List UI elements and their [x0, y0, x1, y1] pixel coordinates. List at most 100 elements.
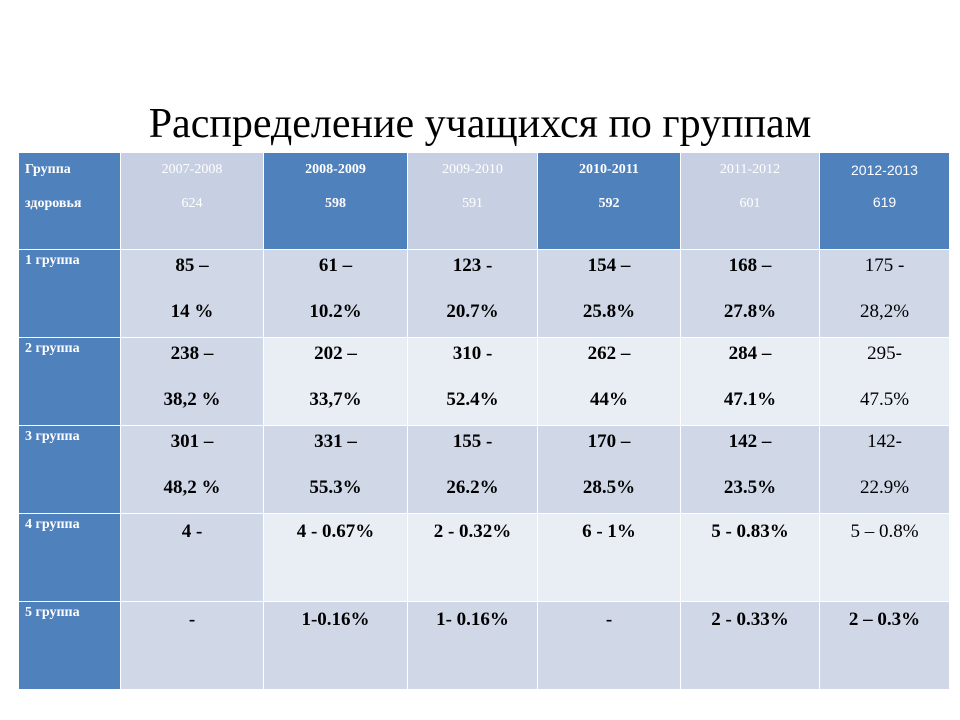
group-label: 5 группа	[25, 605, 80, 620]
value-cell: 310 - 52.4%	[407, 337, 538, 426]
value-cell: 238 – 38,2 %	[120, 337, 264, 426]
group-label-cell: 2 группа	[18, 337, 121, 426]
value-cell: 5 – 0.8%	[819, 513, 950, 602]
value-cell: 4 -	[120, 513, 264, 602]
table-row: 1 группа 85 – 14 % 61 – 10.2% 123 - 20.7% 154 –…	[18, 249, 950, 338]
value-line1: 310 -	[452, 343, 493, 364]
value-line1: 4 -	[181, 521, 203, 542]
value-line2: 47.5%	[859, 389, 910, 410]
value-line2: 26.2%	[446, 477, 499, 498]
value-cell: 175 - 28,2%	[819, 249, 950, 338]
value-line1: 4 - 0.67%	[296, 521, 375, 542]
value-cell: 2 - 0.33%	[680, 601, 820, 690]
value-line2: 25.8%	[582, 301, 636, 322]
year-header-cell: 2011-2012 601	[680, 152, 820, 250]
year-label: 2012-2013	[851, 162, 918, 178]
value-line2: 28,2%	[859, 301, 910, 322]
year-count: 601	[739, 196, 761, 211]
group-label-cell: 3 группа	[18, 425, 121, 514]
value-cell: 154 – 25.8%	[537, 249, 681, 338]
value-cell: 168 – 27.8%	[680, 249, 820, 338]
value-cell: 5 - 0.83%	[680, 513, 820, 602]
value-line2: 10.2%	[309, 301, 362, 322]
value-line1: 295-	[867, 343, 902, 364]
value-line1: 2 - 0.32%	[433, 521, 512, 542]
value-cell: 284 – 47.1%	[680, 337, 820, 426]
group-label-cell: 1 группа	[18, 249, 121, 338]
value-line1: 154 –	[587, 255, 631, 276]
table-row: 5 группа - 1-0.16% 1- 0.16% - 2 - 0.33% 2 – 0.…	[18, 601, 950, 690]
value-line2: 33,7%	[309, 389, 362, 410]
corner-label-line1: Группа	[25, 162, 71, 177]
value-cell: 1-0.16%	[263, 601, 408, 690]
year-header-cell: 2008-2009 598	[263, 152, 408, 250]
value-line1: 85 –	[175, 255, 209, 276]
value-cell: 301 – 48,2 %	[120, 425, 264, 514]
value-line1: 238 –	[170, 343, 214, 364]
value-cell: 85 – 14 %	[120, 249, 264, 338]
value-line1: 1- 0.16%	[436, 609, 509, 630]
value-cell: 295- 47.5%	[819, 337, 950, 426]
value-line2: 48,2 %	[163, 477, 221, 498]
value-line2: 23.5%	[723, 477, 777, 498]
value-line1: 168 –	[728, 255, 772, 276]
value-line1: 331 –	[314, 431, 357, 452]
value-line1: 170 –	[587, 431, 631, 452]
group-label: 1 группа	[25, 253, 80, 268]
value-cell: 6 - 1%	[537, 513, 681, 602]
value-line1: 301 –	[170, 431, 214, 452]
value-line2: 44%	[590, 389, 628, 410]
value-line1: 155 -	[452, 431, 493, 452]
group-label: 3 группа	[25, 429, 80, 444]
year-count: 591	[462, 196, 483, 211]
value-line1: 2 – 0.3%	[848, 609, 921, 630]
value-line2: 14 %	[170, 301, 214, 322]
group-label-cell: 4 группа	[18, 513, 121, 602]
value-line1: 175 -	[864, 255, 905, 276]
value-cell: 2 - 0.32%	[407, 513, 538, 602]
year-label: 2007-2008	[161, 162, 223, 177]
table-row: 2 группа 238 – 38,2 % 202 – 33,7% 310 - 52.4% 2…	[18, 337, 950, 426]
value-line2: 38,2 %	[163, 389, 221, 410]
value-cell: 142 – 23.5%	[680, 425, 820, 514]
year-count: 619	[872, 194, 897, 210]
value-line1: 284 –	[728, 343, 772, 364]
value-cell: 4 - 0.67%	[263, 513, 408, 602]
value-cell: 170 – 28.5%	[537, 425, 681, 514]
value-line1: 2 - 0.33%	[711, 609, 789, 630]
value-line2: 22.9%	[859, 477, 910, 498]
year-label: 2009-2010	[442, 162, 503, 177]
value-line1: 1-0.16%	[301, 609, 370, 630]
value-line1: 123 -	[452, 255, 493, 276]
table-row: 4 группа 4 - 4 - 0.67% 2 - 0.32% 6 - 1% 5 - 0…	[18, 513, 950, 602]
year-label: 2011-2012	[719, 162, 781, 177]
year-header-cell: 2007-2008 624	[120, 152, 264, 250]
value-cell: -	[120, 601, 264, 690]
value-cell: -	[537, 601, 681, 690]
value-line1: 142-	[867, 431, 902, 452]
year-header-cell: 2009-2010 591	[407, 152, 538, 250]
corner-label-line2: здоровья	[25, 196, 82, 211]
table-row: 3 группа 301 –48,2 % 331 –55.3% 155 -26.2% 1…	[18, 425, 950, 514]
year-count: 624	[181, 196, 203, 211]
value-line1: 5 - 0.83%	[711, 521, 789, 542]
value-line1: -	[605, 609, 613, 630]
value-line2: 20.7%	[446, 301, 499, 322]
value-cell: 202 – 33,7%	[263, 337, 408, 426]
year-label: 2010-2011	[579, 162, 639, 177]
value-line1: 142 –	[728, 431, 772, 452]
header-row: Группа здоровья 2007-2008 624 2008-2009 59…	[18, 152, 950, 250]
value-cell: 155 - 26.2%	[407, 425, 538, 514]
year-count: 592	[598, 196, 620, 211]
value-cell: 123 - 20.7%	[407, 249, 538, 338]
year-count: 598	[325, 196, 346, 211]
value-line2: 52.4%	[446, 389, 499, 410]
value-line2: 28.5%	[582, 477, 636, 498]
value-line2: 55.3%	[309, 477, 362, 498]
health-groups-table: Группа здоровья 2007-2008 624 2008-2009 59…	[18, 152, 950, 690]
value-line1: 262 –	[587, 343, 631, 364]
value-line1: 6 - 1%	[582, 521, 636, 542]
year-label: 2008-2009	[305, 162, 366, 177]
value-line2: 47.1%	[723, 389, 777, 410]
value-cell: 142- 22.9%	[819, 425, 950, 514]
